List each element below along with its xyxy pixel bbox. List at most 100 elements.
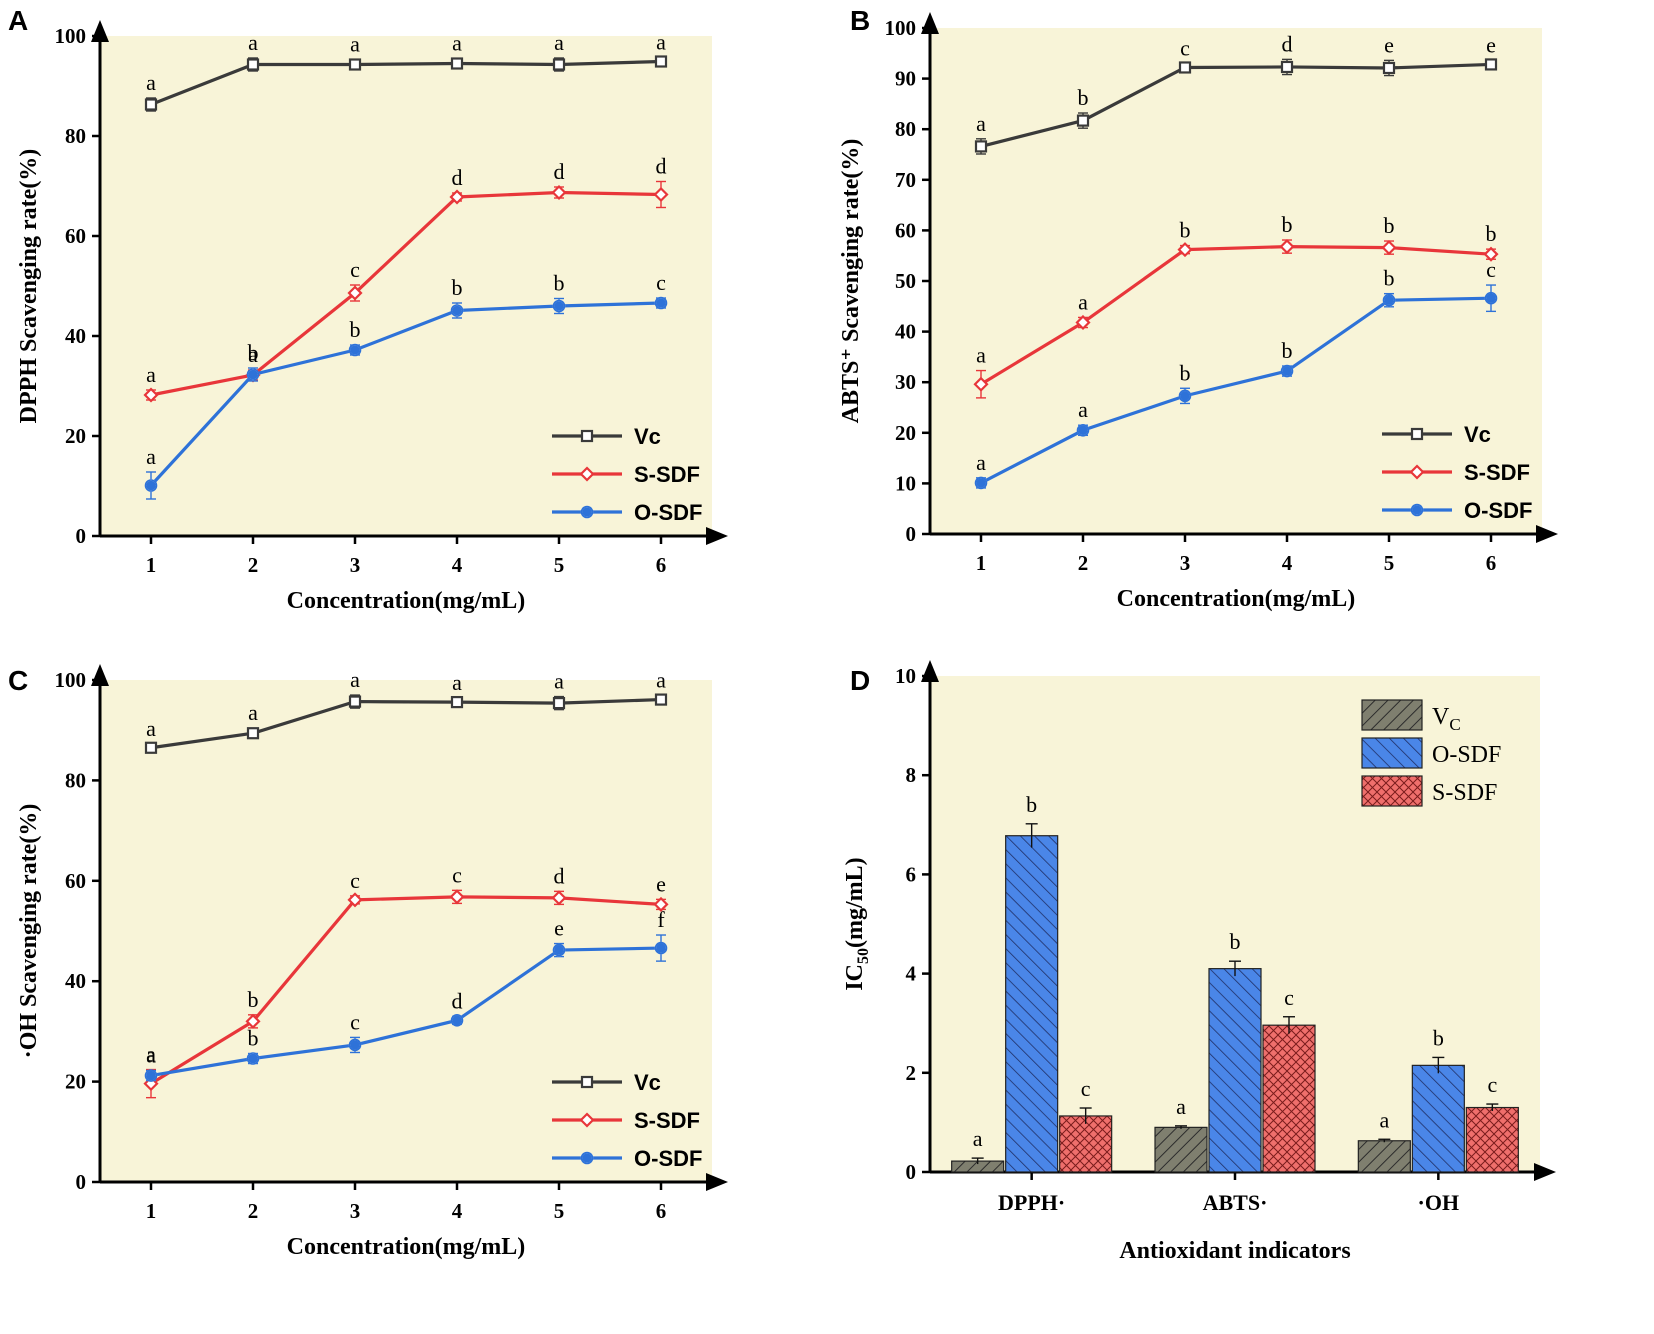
legend-item: O-SDF bbox=[1361, 737, 1501, 769]
x-tick-label: 2 bbox=[248, 553, 259, 577]
panel-c-oh-chart: C 0 20 40 60 80 100 1 2 3 4 5 6 Concentration(mg/mL) ·… bbox=[8, 664, 728, 1260]
bar bbox=[1411, 1064, 1465, 1173]
legend-label: Vc bbox=[634, 1070, 661, 1095]
data-point-outline bbox=[1280, 364, 1294, 378]
significance-letter: b bbox=[248, 1025, 259, 1050]
series-s-sdf: a a b b b b bbox=[973, 212, 1499, 399]
bar-group-item: a bbox=[951, 1126, 1005, 1173]
data-point bbox=[579, 466, 595, 482]
data-point-outline bbox=[246, 1052, 260, 1065]
significance-letter: a bbox=[656, 668, 666, 693]
y-axis-title: ABTS⁺ Scavenging rate(%) bbox=[838, 139, 864, 424]
x-tick-label: 6 bbox=[656, 1199, 667, 1223]
significance-letter: d bbox=[554, 159, 565, 184]
data-point bbox=[1381, 240, 1397, 256]
data-point-outline bbox=[450, 304, 464, 317]
x-tick-label: ·OH bbox=[1418, 1190, 1460, 1215]
legend-label: S-SDF bbox=[1464, 460, 1530, 485]
data-point bbox=[449, 889, 465, 905]
y-axis-title-main: IC bbox=[842, 964, 868, 991]
x-tick-label: 1 bbox=[976, 551, 987, 575]
y-tick-label: 70 bbox=[895, 168, 916, 192]
y-tick-label: 20 bbox=[65, 1070, 86, 1094]
significance-letter: a bbox=[976, 343, 986, 368]
legend-label-sub: C bbox=[1449, 715, 1460, 734]
bar-group-item: c bbox=[1465, 1072, 1519, 1173]
x-tick-label: 5 bbox=[554, 553, 565, 577]
data-point bbox=[245, 1013, 261, 1029]
x-tick-label: 6 bbox=[1486, 551, 1497, 575]
data-point-outline bbox=[246, 368, 260, 381]
y-axis-title: IC50(mg/mL) bbox=[842, 857, 872, 990]
plot-area bbox=[100, 680, 712, 1182]
x-tick-label: 1 bbox=[146, 553, 157, 577]
legend-item: Vc bbox=[1382, 422, 1491, 447]
y-tick-label: 100 bbox=[55, 668, 87, 692]
significance-letter: b bbox=[1282, 338, 1293, 363]
legend-label: S-SDF bbox=[1432, 780, 1497, 806]
data-point bbox=[1279, 239, 1295, 255]
x-tick-label: 4 bbox=[452, 1199, 463, 1223]
significance-letter: c bbox=[350, 868, 360, 893]
significance-letter: c bbox=[1487, 1072, 1497, 1097]
y-tick-label: 4 bbox=[906, 962, 917, 986]
legend-swatch bbox=[1361, 737, 1423, 769]
bar-group-item: b bbox=[1005, 792, 1059, 1173]
series-vc: a a a a a a bbox=[144, 30, 668, 112]
y-tick-label: 10 bbox=[895, 664, 916, 688]
x-tick-label: 3 bbox=[1180, 551, 1191, 575]
y-tick-label: 80 bbox=[895, 117, 916, 141]
significance-letter: e bbox=[554, 916, 564, 941]
data-point bbox=[449, 189, 465, 205]
data-point-outline bbox=[348, 343, 362, 357]
significance-letter: a bbox=[1078, 289, 1088, 314]
data-point bbox=[144, 741, 158, 754]
legend-item: S-SDF bbox=[1361, 775, 1497, 807]
significance-letter: d bbox=[452, 165, 463, 190]
significance-letter: a bbox=[350, 667, 360, 692]
y-tick-label: 80 bbox=[65, 124, 86, 148]
significance-letter: a bbox=[554, 669, 564, 694]
data-point bbox=[1280, 60, 1294, 74]
significance-letter: a bbox=[1078, 397, 1088, 422]
data-point bbox=[1382, 61, 1396, 75]
legend-label-main: V bbox=[1432, 704, 1450, 730]
significance-letter: b bbox=[554, 271, 565, 296]
significance-letter: e bbox=[1384, 32, 1394, 57]
significance-letter: c bbox=[452, 862, 462, 887]
data-point bbox=[246, 58, 260, 71]
legend: VC O-SDF S-SDF bbox=[1361, 699, 1501, 807]
series-line bbox=[150, 895, 662, 1085]
significance-letter: a bbox=[1379, 1107, 1389, 1132]
data-point-outline bbox=[580, 1151, 594, 1165]
significance-letter: a bbox=[146, 362, 156, 387]
significance-letter: a bbox=[146, 716, 156, 741]
data-point bbox=[144, 98, 158, 111]
y-tick-label: 40 bbox=[65, 969, 86, 993]
data-point-outline bbox=[552, 943, 566, 957]
legend-label: S-SDF bbox=[634, 1108, 700, 1133]
y-tick-label: 20 bbox=[65, 424, 86, 448]
y-tick-label: 50 bbox=[895, 269, 916, 293]
data-point bbox=[580, 429, 594, 443]
significance-letter: a bbox=[146, 1043, 156, 1068]
series-vc: a b c d e e bbox=[974, 31, 1498, 155]
series-line bbox=[150, 946, 662, 1078]
y-axis-arrow bbox=[921, 660, 939, 682]
bar-group-item: b bbox=[1208, 929, 1262, 1173]
data-point bbox=[579, 1112, 595, 1128]
bar-group-item: a bbox=[1357, 1107, 1411, 1173]
series-line bbox=[980, 296, 1492, 485]
x-axis-title: Concentration(mg/mL) bbox=[287, 588, 526, 614]
significance-letter: e bbox=[1486, 32, 1496, 57]
legend-label: VC bbox=[1432, 704, 1461, 734]
series-line bbox=[150, 190, 662, 397]
plot-area bbox=[930, 28, 1542, 534]
bar-group-item: c bbox=[1262, 985, 1316, 1173]
x-axis-title: Concentration(mg/mL) bbox=[1117, 586, 1356, 612]
data-point bbox=[246, 727, 260, 740]
significance-letter: c bbox=[656, 270, 666, 295]
significance-letter: a bbox=[146, 1042, 156, 1067]
